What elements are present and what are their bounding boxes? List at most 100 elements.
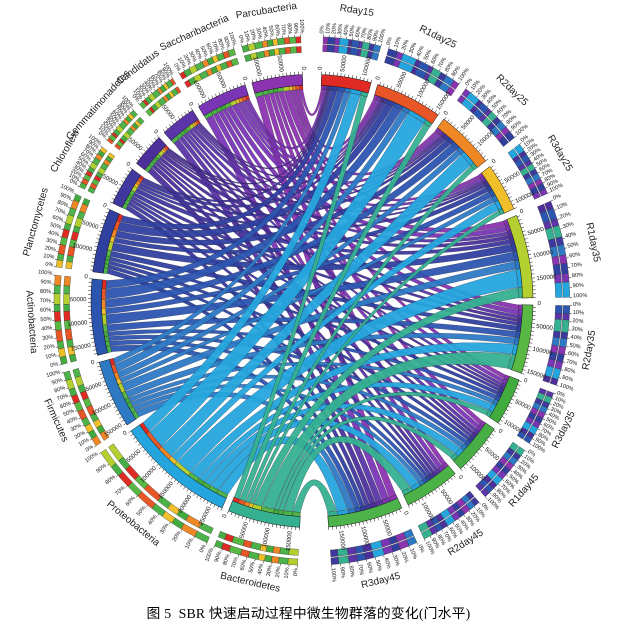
svg-text:10%: 10% (45, 352, 57, 360)
svg-text:40%: 40% (41, 325, 53, 332)
svg-text:30%: 30% (515, 464, 528, 476)
svg-text:90%: 90% (59, 192, 72, 202)
svg-text:100%: 100% (298, 19, 305, 34)
svg-text:50%: 50% (248, 561, 256, 573)
svg-text:60%: 60% (149, 74, 160, 87)
svg-text:30%: 30% (72, 164, 85, 175)
svg-text:50%: 50% (198, 45, 208, 58)
svg-text:40%: 40% (416, 45, 426, 58)
svg-text:80%: 80% (54, 385, 67, 394)
svg-text:30%: 30% (138, 82, 150, 94)
svg-text:50%: 50% (567, 241, 579, 249)
svg-text:20%: 20% (248, 29, 256, 41)
svg-text:150000: 150000 (337, 530, 345, 551)
svg-text:80%: 80% (56, 200, 69, 210)
svg-text:100%: 100% (549, 183, 565, 194)
svg-text:50000: 50000 (381, 519, 392, 537)
svg-text:60%: 60% (59, 401, 72, 411)
svg-text:0: 0 (222, 513, 229, 519)
svg-text:90%: 90% (534, 437, 547, 448)
svg-text:90%: 90% (40, 279, 52, 286)
svg-text:10%: 10% (184, 537, 194, 550)
svg-text:100000: 100000 (251, 56, 262, 78)
svg-text:90%: 90% (372, 30, 381, 42)
svg-text:40%: 40% (74, 160, 87, 171)
svg-text:10%: 10% (474, 507, 486, 520)
svg-text:30%: 30% (70, 423, 83, 434)
svg-text:30%: 30% (549, 406, 562, 416)
svg-text:40%: 40% (458, 519, 469, 532)
svg-text:10%: 10% (523, 454, 536, 465)
svg-text:50000: 50000 (239, 521, 250, 539)
svg-text:30%: 30% (102, 119, 114, 131)
svg-text:40%: 40% (193, 48, 203, 61)
svg-text:0%: 0% (50, 361, 59, 369)
svg-text:20%: 20% (559, 211, 572, 220)
svg-text:Rday15: Rday15 (339, 3, 375, 19)
svg-text:0: 0 (491, 158, 498, 165)
svg-text:80%: 80% (40, 289, 51, 295)
svg-text:60%: 60% (569, 252, 581, 260)
svg-text:50%: 50% (374, 560, 383, 572)
svg-text:20%: 20% (475, 84, 487, 96)
svg-text:50%: 50% (49, 222, 61, 231)
svg-text:0: 0 (375, 75, 382, 81)
svg-text:70%: 70% (361, 27, 369, 39)
svg-text:10%: 10% (176, 56, 187, 69)
svg-text:20%: 20% (135, 85, 147, 97)
svg-text:50%: 50% (569, 343, 581, 351)
svg-text:0: 0 (152, 129, 159, 136)
svg-text:10%: 10% (470, 79, 482, 92)
svg-text:0%: 0% (573, 302, 581, 308)
svg-text:30%: 30% (464, 515, 475, 528)
svg-text:90%: 90% (292, 23, 299, 35)
svg-text:0%: 0% (68, 178, 78, 187)
svg-text:90%: 90% (214, 551, 224, 564)
svg-text:50%: 50% (545, 417, 558, 427)
svg-text:0%: 0% (85, 444, 95, 453)
svg-text:80%: 80% (572, 272, 584, 279)
svg-text:70%: 70% (541, 168, 554, 179)
svg-text:30%: 30% (159, 522, 170, 535)
svg-text:50000: 50000 (81, 220, 99, 231)
svg-text:10%: 10% (78, 437, 91, 448)
svg-text:60%: 60% (355, 26, 363, 38)
svg-text:60%: 60% (204, 43, 214, 56)
svg-text:0: 0 (122, 430, 129, 437)
svg-text:60%: 60% (40, 307, 51, 313)
svg-text:100%: 100% (378, 28, 388, 43)
svg-text:70%: 70% (54, 207, 67, 216)
svg-text:0%: 0% (199, 544, 208, 554)
svg-text:0: 0 (300, 66, 306, 70)
svg-text:0: 0 (318, 66, 324, 70)
svg-text:0: 0 (84, 274, 89, 280)
svg-text:50%: 50% (453, 523, 464, 536)
svg-text:20%: 20% (275, 566, 282, 578)
svg-text:50%: 50% (63, 408, 76, 418)
svg-text:100000: 100000 (72, 243, 93, 253)
svg-text:100%: 100% (559, 383, 574, 393)
svg-text:80%: 80% (285, 23, 292, 35)
svg-text:50%: 50% (507, 474, 519, 486)
svg-text:0: 0 (402, 511, 409, 517)
svg-text:20%: 20% (469, 511, 481, 524)
svg-text:20%: 20% (100, 122, 112, 134)
svg-text:30%: 30% (530, 147, 543, 158)
svg-text:0: 0 (457, 475, 464, 482)
svg-text:0%: 0% (319, 25, 325, 33)
svg-text:60%: 60% (542, 422, 555, 433)
svg-text:70%: 70% (437, 56, 448, 69)
svg-text:90%: 90% (339, 567, 346, 579)
svg-text:90%: 90% (160, 67, 171, 80)
svg-text:70%: 70% (152, 72, 163, 85)
svg-text:20%: 20% (44, 245, 56, 253)
svg-text:100%: 100% (59, 184, 75, 195)
svg-text:70%: 70% (231, 556, 240, 568)
svg-text:20%: 20% (400, 551, 409, 564)
svg-text:10%: 10% (97, 125, 110, 137)
svg-text:60%: 60% (273, 24, 280, 36)
svg-text:0%: 0% (172, 62, 181, 72)
svg-text:60%: 60% (567, 351, 579, 359)
svg-text:50%: 50% (40, 316, 52, 323)
svg-text:150000: 150000 (71, 343, 92, 353)
